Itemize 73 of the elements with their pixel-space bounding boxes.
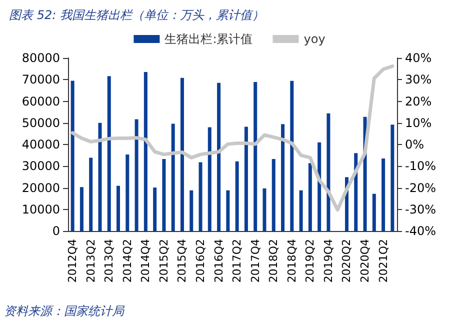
x-tick-label: 2016Q4	[212, 239, 226, 283]
bar	[70, 80, 74, 231]
x-tick-label: 2012Q4	[66, 239, 80, 283]
y-tick-label: 40000	[22, 138, 60, 152]
x-tick-label: 2018Q4	[285, 239, 298, 283]
bar	[308, 163, 312, 231]
y-tick-label: 50000	[22, 116, 60, 130]
bar	[162, 158, 166, 231]
y-tick-label: 20000	[22, 180, 60, 195]
x-tick-label: 2021Q2	[376, 239, 390, 283]
x-tick-label: 2013Q4	[102, 239, 116, 283]
bar	[208, 127, 212, 231]
x-tick-label: 2015Q2	[157, 239, 170, 283]
bar	[326, 113, 330, 231]
bar	[254, 82, 258, 231]
y-tick-label: 30000	[22, 159, 60, 174]
y-tick-label: 10000	[22, 202, 60, 216]
bar	[290, 80, 294, 231]
bar	[180, 78, 184, 231]
y2-tick-label: 20%	[405, 94, 432, 108]
bar	[244, 126, 248, 231]
bar	[272, 158, 276, 231]
x-tick-label: 2017Q4	[248, 239, 262, 283]
y2-tick-label: -30%	[405, 202, 436, 216]
y-tick-label: 60000	[22, 94, 60, 108]
bar	[299, 190, 303, 231]
bar	[262, 188, 266, 231]
x-tick-label: 2015Q4	[176, 239, 189, 283]
x-tick-label: 2014Q4	[139, 239, 152, 283]
y2-tick-label: 40%	[405, 51, 432, 65]
bar	[153, 188, 157, 231]
bar	[126, 154, 130, 231]
x-tick-label: 2014Q2	[120, 239, 134, 283]
y2-tick-label: 10%	[405, 116, 432, 130]
y-tick-label: 70000	[22, 72, 60, 87]
x-tick-label: 2020Q4	[358, 239, 372, 283]
y2-tick-label: 0%	[405, 138, 424, 152]
x-tick-label: 2013Q2	[84, 239, 98, 283]
bar	[89, 158, 93, 231]
legend-label: 生猪出栏:累计值	[164, 32, 253, 46]
bar	[198, 162, 202, 231]
x-tick-label: 2019Q4	[322, 239, 335, 283]
y2-tick-label: -20%	[405, 180, 436, 195]
y-tick-label: 0	[52, 224, 60, 238]
bar	[372, 194, 376, 231]
y2-tick-label: -10%	[405, 159, 436, 174]
bar	[107, 76, 111, 231]
bar	[318, 142, 322, 231]
line-series	[70, 64, 394, 212]
bar	[98, 122, 102, 231]
x-tick-label: 2016Q2	[194, 239, 208, 283]
legend-label: yoy	[304, 32, 326, 46]
bar	[190, 190, 194, 231]
bar	[116, 186, 120, 231]
y-tick-label: 80000	[22, 51, 60, 65]
bar	[281, 124, 285, 231]
x-tick-label: 2018Q2	[267, 239, 280, 283]
bar	[171, 124, 175, 231]
chart-title: 图表 52: 我国生猪出栏（单位：万头，累计值）	[9, 8, 264, 22]
bar	[235, 161, 239, 231]
x-tick-label: 2019Q2	[304, 239, 317, 283]
bar	[382, 158, 386, 231]
bar	[144, 72, 148, 231]
x-tick-label: 2017Q2	[230, 239, 244, 283]
bar	[217, 82, 221, 231]
bar	[226, 190, 230, 231]
bar	[80, 187, 84, 231]
y2-tick-label: -40%	[405, 224, 436, 238]
y2-tick-label: 30%	[405, 72, 432, 87]
bar	[134, 119, 138, 231]
text: 资料来源：国家统计局	[4, 304, 125, 318]
x-tick-label: 2020Q2	[340, 239, 354, 283]
bar	[390, 124, 394, 231]
